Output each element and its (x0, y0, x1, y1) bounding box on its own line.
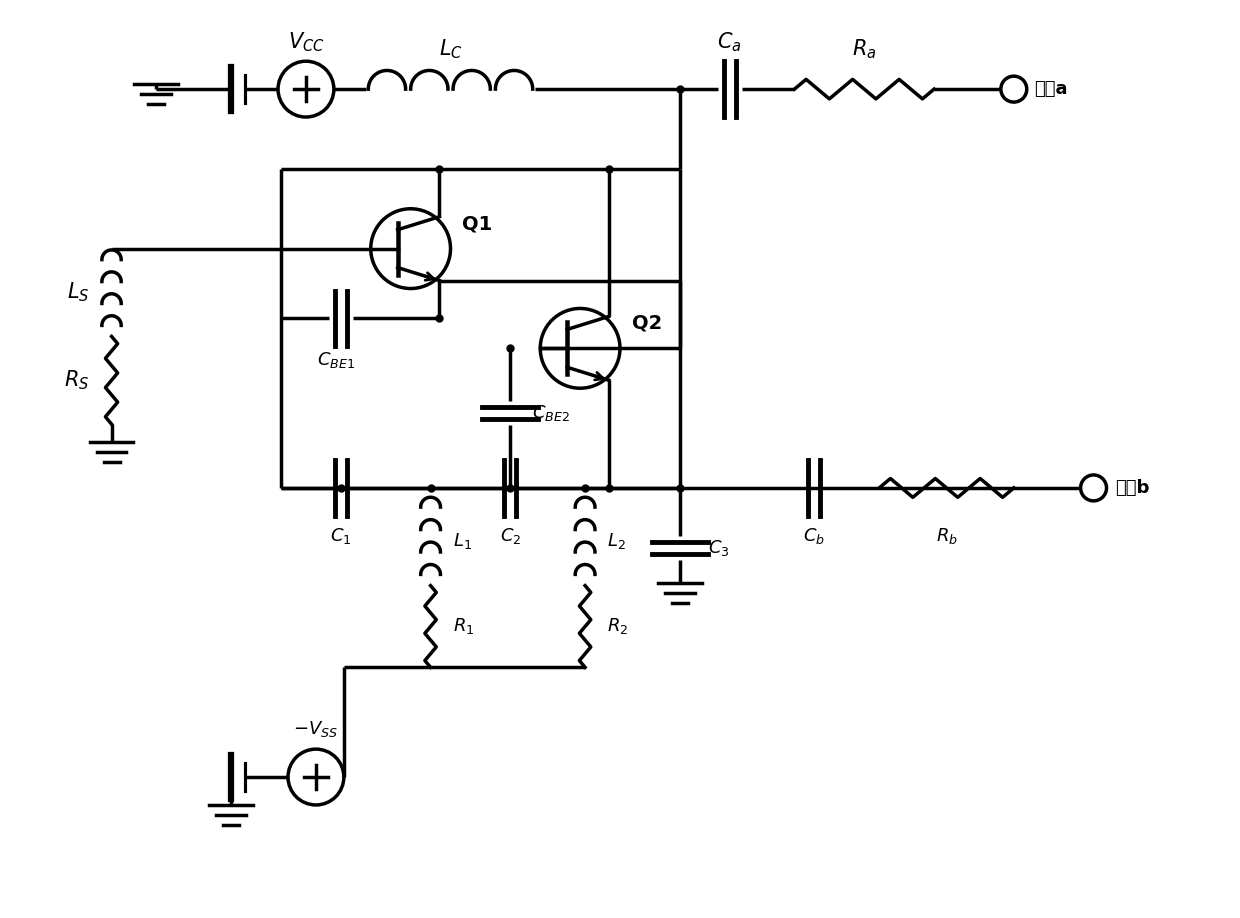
Text: 端口a: 端口a (1034, 80, 1068, 98)
Text: $C_a$: $C_a$ (718, 30, 742, 54)
Text: 端口b: 端口b (1116, 479, 1149, 497)
Text: $C_{BE2}$: $C_{BE2}$ (532, 403, 570, 423)
Text: $R_2$: $R_2$ (608, 617, 629, 636)
Text: $V_{CC}$: $V_{CC}$ (288, 30, 325, 54)
Text: $C_2$: $C_2$ (500, 526, 521, 546)
Text: $L_C$: $L_C$ (439, 38, 463, 62)
Text: $C_3$: $C_3$ (708, 538, 729, 558)
Text: $C_1$: $C_1$ (330, 526, 352, 546)
Text: $R_S$: $R_S$ (64, 368, 89, 392)
Text: Q1: Q1 (463, 214, 492, 233)
Text: $-V_{SS}$: $-V_{SS}$ (294, 719, 339, 739)
Text: $L_S$: $L_S$ (67, 281, 89, 304)
Text: Q2: Q2 (632, 314, 662, 333)
Text: $L_2$: $L_2$ (608, 531, 626, 551)
Text: $R_a$: $R_a$ (852, 38, 877, 62)
Text: $R_b$: $R_b$ (935, 526, 957, 546)
Text: $R_1$: $R_1$ (453, 617, 474, 636)
Text: $C_{BE1}$: $C_{BE1}$ (317, 351, 355, 370)
Text: $C_b$: $C_b$ (804, 526, 826, 546)
Text: $L_1$: $L_1$ (453, 531, 471, 551)
